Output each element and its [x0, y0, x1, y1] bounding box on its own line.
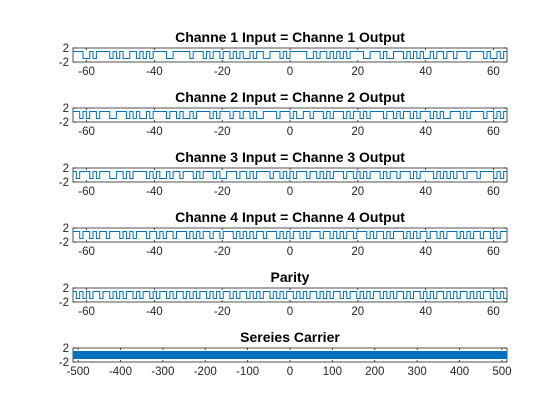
x-tick-label: -20 [214, 126, 231, 138]
signal-line [73, 51, 507, 59]
x-tick-label: 20 [351, 246, 364, 258]
x-tick-label: 100 [323, 366, 342, 378]
signal-line [73, 291, 507, 299]
subplot-title: Sereies Carrier [240, 329, 340, 345]
x-tick-label: -60 [78, 246, 95, 258]
x-tick-label: -40 [146, 186, 163, 198]
x-tick-label: 40 [419, 246, 432, 258]
x-tick-label: 0 [287, 66, 293, 78]
y-tick-label: 2 [63, 343, 69, 355]
x-tick-label: 400 [450, 366, 469, 378]
y-tick-label: -2 [59, 57, 69, 69]
y-tick-label: 2 [63, 43, 69, 55]
y-tick-label: 2 [63, 163, 69, 175]
x-tick-label: -60 [78, 186, 95, 198]
x-tick-label: 0 [287, 126, 293, 138]
y-tick-label: -2 [59, 237, 69, 249]
x-tick-label: -400 [109, 366, 132, 378]
x-tick-label: -20 [214, 246, 231, 258]
x-tick-label: 300 [408, 366, 427, 378]
x-tick-label: 60 [487, 306, 500, 318]
subplot-title: Parity [271, 269, 310, 285]
x-tick-label: -20 [214, 66, 231, 78]
x-tick-label: 40 [419, 126, 432, 138]
x-tick-label: -20 [214, 306, 231, 318]
y-tick-label: -2 [59, 177, 69, 189]
x-tick-label: -300 [151, 366, 174, 378]
x-tick-label: 0 [287, 186, 293, 198]
x-tick-label: 500 [492, 366, 511, 378]
y-tick-label: 2 [63, 103, 69, 115]
x-tick-label: -40 [146, 306, 163, 318]
subplot-title: Channe 1 Input = Channe 1 Output [175, 29, 405, 45]
subplot-1: Channe 1 Input = Channe 1 Output -60 -40 -2… [59, 29, 508, 78]
y-tick-label: -2 [59, 297, 69, 309]
signal-line [73, 171, 507, 179]
x-tick-label: -60 [78, 66, 95, 78]
x-tick-label: -500 [67, 366, 90, 378]
x-tick-label: 20 [351, 306, 364, 318]
x-tick-label: -200 [194, 366, 217, 378]
subplot-6: Sereies Carrier -500 -400 -300 -200 -100 0 100 2… [59, 329, 512, 378]
x-tick-label: -100 [236, 366, 259, 378]
x-tick-label: -60 [78, 126, 95, 138]
subplot-title: Channe 2 Input = Channe 2 Output [175, 89, 405, 105]
x-tick-label: 40 [419, 306, 432, 318]
y-tick-label: 2 [63, 223, 69, 235]
signal-line [73, 231, 507, 239]
subplot-title: Channe 4 Input = Channe 4 Output [175, 209, 405, 225]
x-tick-label: 20 [351, 126, 364, 138]
subplot-5: Parity -60 -40 -20 0 20 40 60 -2 2 [59, 269, 508, 318]
x-tick-label: 60 [487, 186, 500, 198]
x-tick-label: 60 [487, 66, 500, 78]
y-tick-label: 2 [63, 283, 69, 295]
x-tick-label: 0 [287, 246, 293, 258]
x-tick-label: -40 [146, 66, 163, 78]
x-tick-label: 200 [365, 366, 384, 378]
x-tick-label: 20 [351, 66, 364, 78]
subplot-3: Channe 3 Input = Channe 3 Output -60 -40 -2… [59, 149, 508, 198]
subplot-4: Channe 4 Input = Channe 4 Output -60 -40 -2… [59, 209, 508, 258]
subplot-title: Channe 3 Input = Channe 3 Output [175, 149, 405, 165]
x-tick-label: 0 [287, 306, 293, 318]
signal-line [73, 111, 507, 119]
y-tick-label: -2 [59, 117, 69, 129]
x-tick-label: 20 [351, 186, 364, 198]
x-tick-label: -40 [146, 126, 163, 138]
x-tick-label: 40 [419, 66, 432, 78]
subplot-2: Channe 2 Input = Channe 2 Output -60 -40 -2… [59, 89, 508, 138]
signal-line [72, 351, 508, 359]
y-tick-label: -2 [59, 357, 69, 369]
x-tick-label: -40 [146, 246, 163, 258]
axes-box [72, 287, 508, 303]
x-tick-label: -60 [78, 306, 95, 318]
x-tick-label: 60 [487, 246, 500, 258]
x-tick-label: 60 [487, 126, 500, 138]
x-tick-label: -20 [214, 186, 231, 198]
x-tick-label: 40 [419, 186, 432, 198]
x-tick-label: 0 [287, 366, 293, 378]
